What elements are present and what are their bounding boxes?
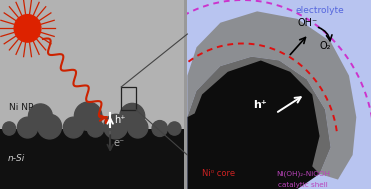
Circle shape [74, 102, 102, 130]
Text: catalytic shell: catalytic shell [278, 182, 328, 188]
Circle shape [17, 117, 37, 138]
Circle shape [37, 114, 62, 139]
Circle shape [152, 121, 167, 136]
Text: h⁺: h⁺ [114, 115, 125, 125]
Circle shape [87, 120, 104, 137]
Circle shape [14, 15, 41, 42]
Polygon shape [187, 11, 356, 180]
Polygon shape [187, 57, 331, 174]
Polygon shape [187, 57, 331, 189]
Polygon shape [0, 0, 184, 129]
Bar [121, 87, 136, 110]
Circle shape [29, 104, 52, 129]
Polygon shape [0, 129, 184, 189]
Circle shape [104, 114, 128, 139]
Text: Ni(OH)₂-NiOOH: Ni(OH)₂-NiOOH [276, 171, 330, 177]
Circle shape [63, 117, 83, 138]
Text: OH⁻: OH⁻ [298, 19, 318, 29]
Text: Ni⁰ core: Ni⁰ core [202, 169, 235, 178]
Circle shape [3, 122, 16, 135]
Circle shape [128, 117, 148, 138]
Text: electrolyte: electrolyte [295, 6, 344, 15]
Text: Ni NP: Ni NP [9, 103, 33, 112]
Circle shape [168, 122, 181, 135]
Text: e⁻: e⁻ [114, 138, 125, 148]
Text: n-Si: n-Si [7, 154, 24, 163]
Text: h⁺: h⁺ [253, 100, 267, 110]
Polygon shape [187, 0, 371, 189]
Text: O₂: O₂ [319, 41, 331, 51]
Circle shape [120, 103, 145, 129]
